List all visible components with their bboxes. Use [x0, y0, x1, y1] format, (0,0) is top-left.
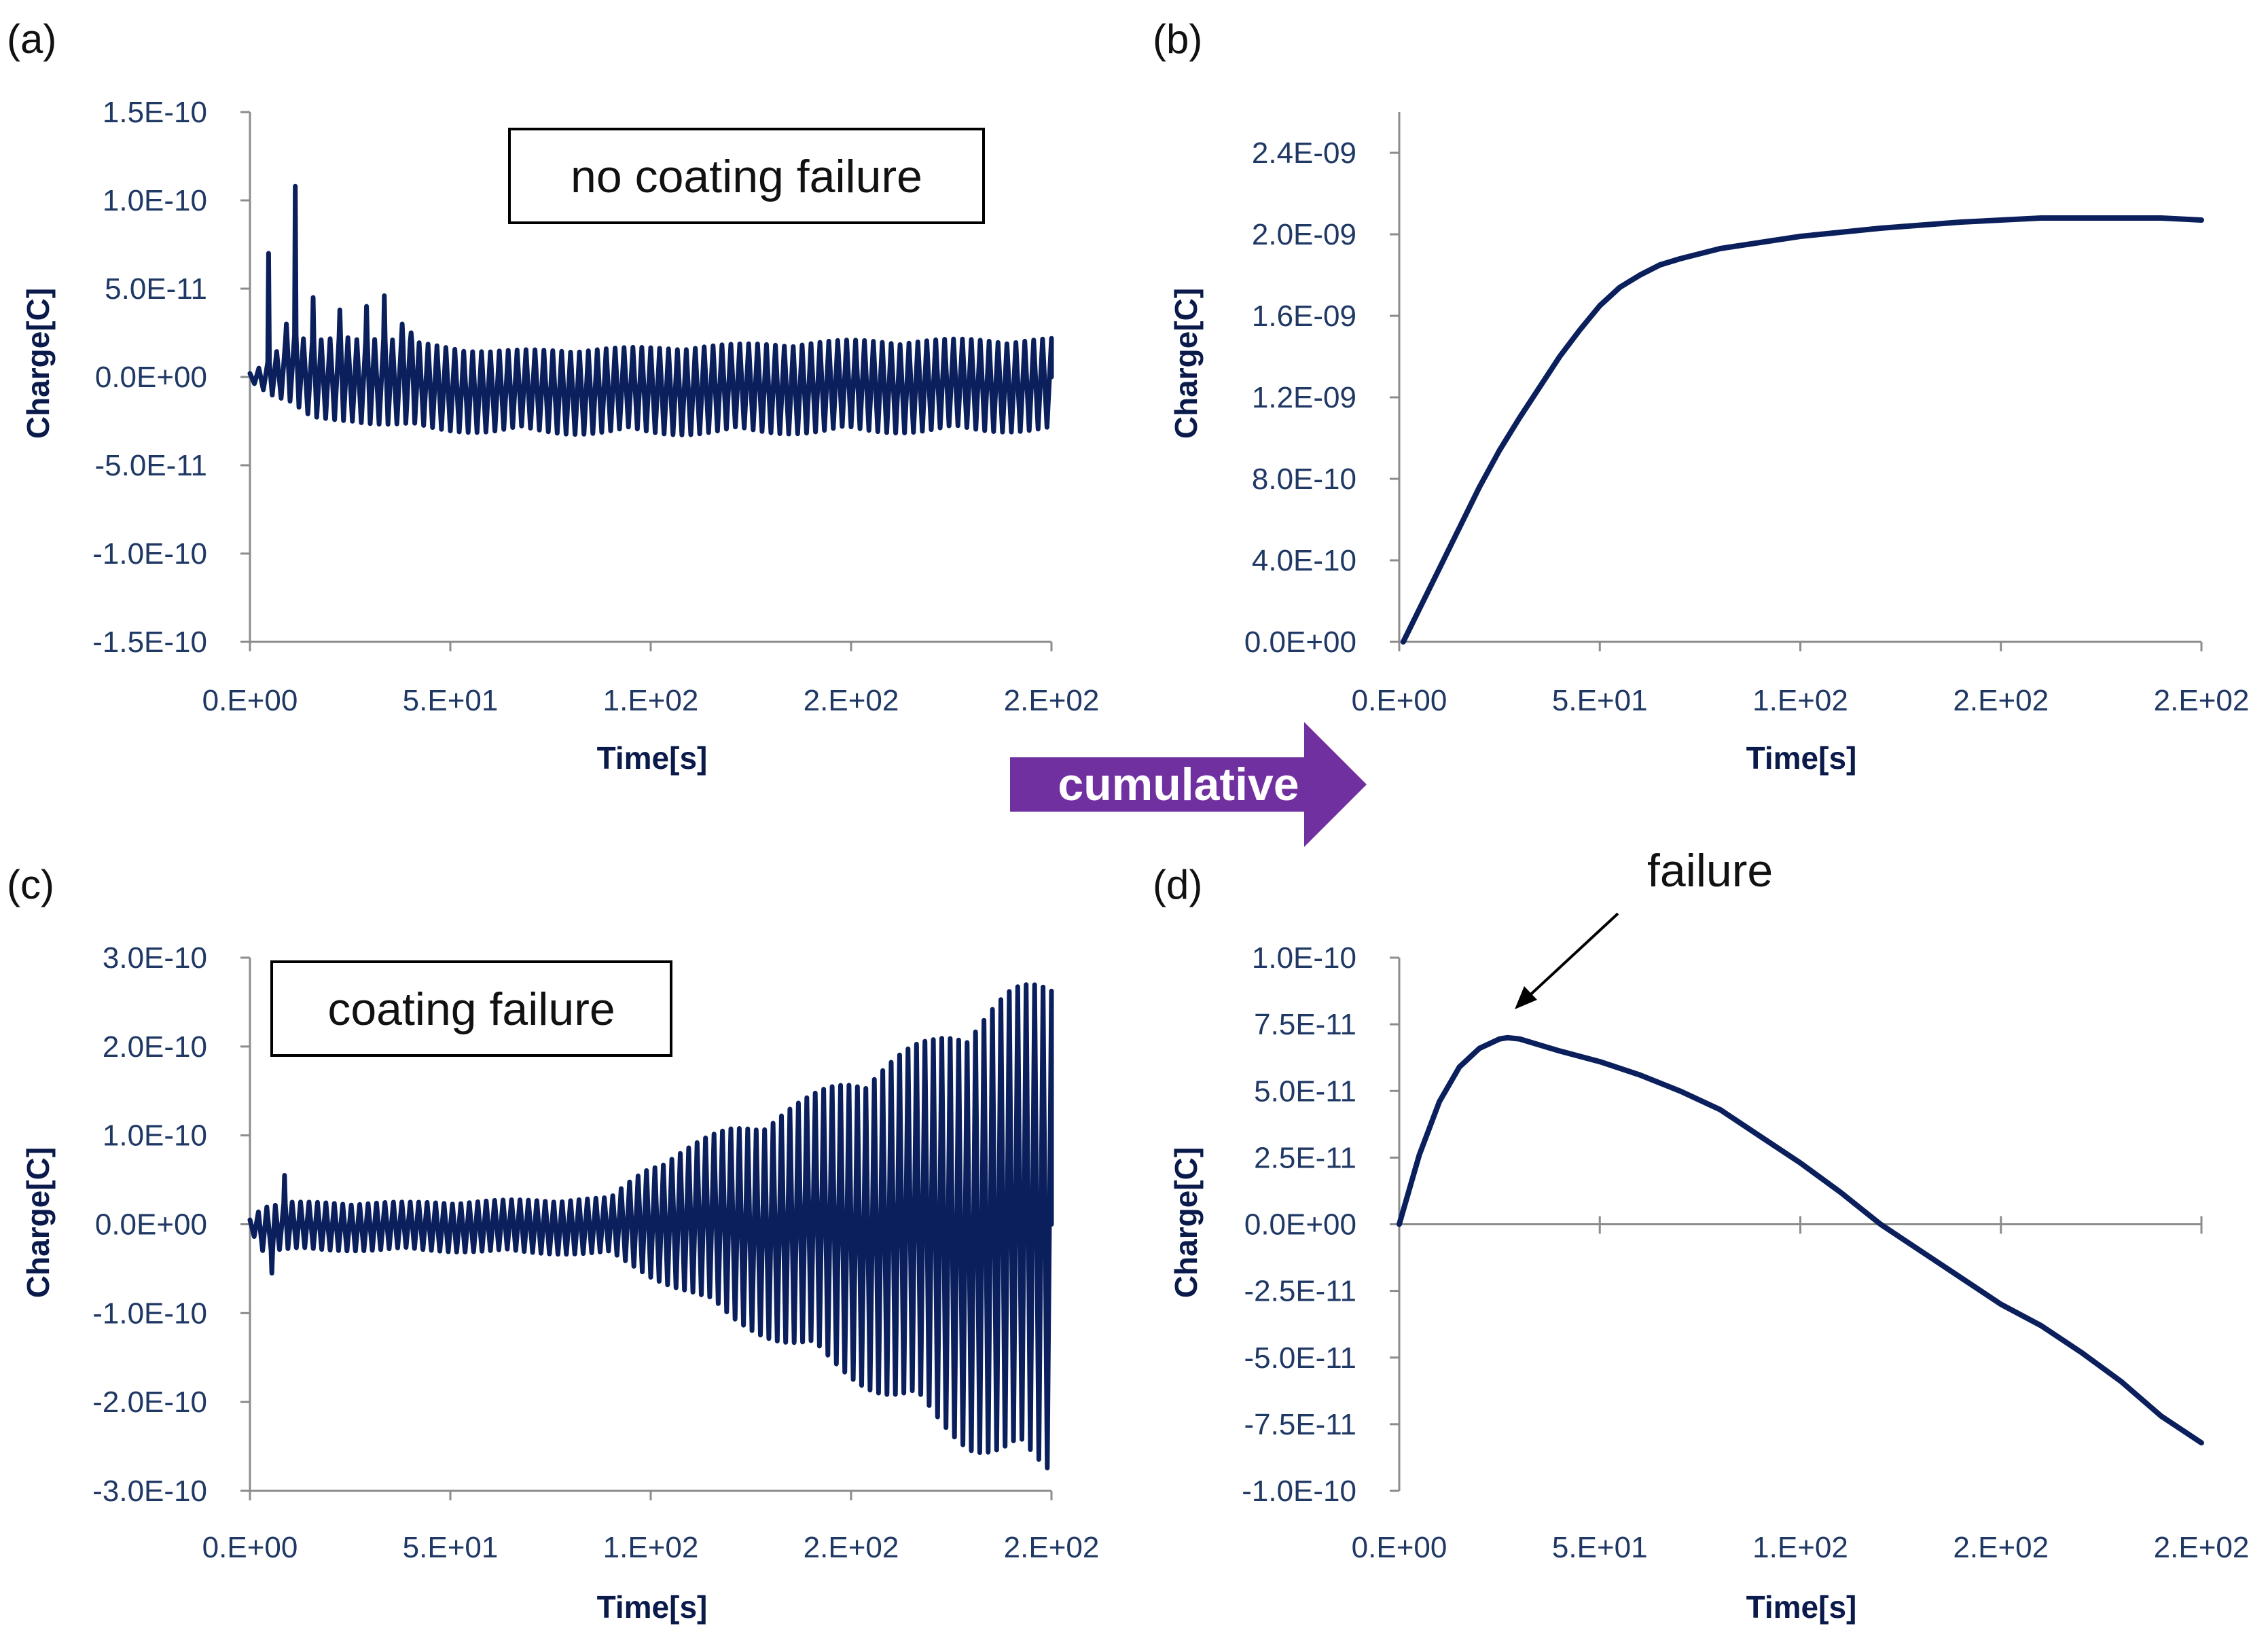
y-tick-label: 0.0E+00 — [95, 1208, 207, 1242]
panel-label-a: (a) — [7, 16, 56, 62]
y-tick-label: 2.0E-09 — [1252, 218, 1356, 251]
y-tick-label: 5.0E-11 — [1254, 1074, 1356, 1108]
x-axis-label-b: Time[s] — [1746, 740, 1857, 776]
y-tick-label: 0.0E+00 — [95, 361, 207, 394]
x-tick-label: 2.E+02 — [2154, 684, 2250, 717]
y-axis-label-b: Charge[C] — [1168, 288, 1204, 439]
y-tick-label: 1.5E-10 — [103, 96, 207, 129]
panel-label-c: (c) — [7, 862, 54, 907]
y-tick-label: 5.0E-11 — [105, 272, 207, 306]
x-tick-label: 0.E+00 — [1352, 1531, 1447, 1564]
y-tick-label: 4.0E-10 — [1252, 544, 1356, 577]
y-axis-label-a: Charge[C] — [20, 288, 56, 439]
x-tick-label: 5.E+01 — [403, 1531, 499, 1564]
y-tick-label: -2.5E-11 — [1244, 1275, 1357, 1308]
x-tick-label: 0.E+00 — [202, 1531, 298, 1564]
y-tick-label: 0.0E+00 — [1244, 626, 1356, 659]
chart-a: (a) no coating failure Time[s] Charge[C]… — [7, 16, 1099, 776]
annotation-box-a — [508, 128, 985, 224]
x-tick-label: 1.E+02 — [1752, 1531, 1848, 1564]
cumulative-arrow: cumulative — [1010, 722, 1367, 847]
series-line — [247, 183, 1054, 437]
y-tick-label: 2.4E-09 — [1252, 137, 1356, 170]
y-tick-label: -1.0E-10 — [1242, 1475, 1356, 1508]
y-tick-label: -1.0E-10 — [92, 1297, 207, 1330]
panel-label-b: (b) — [1153, 16, 1202, 62]
panel-label-d: (d) — [1153, 862, 1202, 907]
x-axis-label-c: Time[s] — [597, 1589, 708, 1625]
x-tick-label: 2.E+02 — [1953, 1531, 2049, 1564]
x-tick-label: 5.E+01 — [403, 684, 499, 717]
chart-b: (b) Time[s] Charge[C] 2.4E-09 2.0E-09 1.6E… — [1153, 16, 2249, 776]
series-line — [1400, 215, 2204, 645]
x-tick-label: 0.E+00 — [1352, 684, 1447, 717]
series-line — [1397, 1034, 2204, 1446]
x-tick-label: 2.E+02 — [804, 684, 899, 717]
y-tick-label: -2.0E-10 — [92, 1386, 207, 1419]
y-tick-label: 7.5E-11 — [1254, 1008, 1356, 1041]
y-tick-label: 8.0E-10 — [1252, 463, 1356, 496]
x-tick-label: 1.E+02 — [603, 684, 699, 717]
y-tick-label: 2.0E-10 — [103, 1030, 207, 1064]
failure-annotation: failure — [1647, 845, 1773, 897]
x-tick-label: 2.E+02 — [1004, 684, 1100, 717]
x-tick-label: 0.E+00 — [202, 684, 298, 717]
x-tick-label: 5.E+01 — [1552, 684, 1648, 717]
chart-c: (c) coating failure Time[s] Charge[C] 3.… — [7, 862, 1099, 1625]
series-line — [247, 982, 1054, 1470]
x-tick-label: 2.E+02 — [2154, 1531, 2250, 1564]
x-tick-label: 5.E+01 — [1552, 1531, 1648, 1564]
y-tick-label: 0.0E+00 — [1244, 1208, 1356, 1242]
annotation-text-c: coating failure — [327, 983, 615, 1035]
y-tick-label: 1.0E-10 — [1252, 941, 1356, 975]
y-tick-label: -5.0E-11 — [95, 449, 208, 482]
failure-arrow-line — [1524, 912, 1619, 1001]
cumulative-arrow-shape — [1010, 722, 1367, 847]
y-tick-label: 2.5E-11 — [1254, 1141, 1356, 1174]
x-tick-label: 2.E+02 — [804, 1531, 899, 1564]
y-tick-label: 1.0E-10 — [103, 184, 207, 217]
x-tick-label: 1.E+02 — [603, 1531, 699, 1564]
x-tick-label: 2.E+02 — [1004, 1531, 1100, 1564]
y-tick-label: -3.0E-10 — [92, 1475, 207, 1508]
chart-d: (d) failure Time[s] Charge[C] 1.0E-10 7.5… — [1153, 845, 2249, 1625]
y-axis-label-c: Charge[C] — [20, 1147, 56, 1298]
x-axis-label-a: Time[s] — [597, 740, 708, 776]
x-axis-label-d: Time[s] — [1746, 1589, 1857, 1625]
annotation-box-c — [270, 960, 672, 1057]
y-tick-label: -5.0E-11 — [1244, 1341, 1357, 1375]
y-tick-label: 1.0E-10 — [103, 1119, 207, 1153]
y-tick-label: 1.2E-09 — [1252, 381, 1356, 414]
x-tick-label: 2.E+02 — [1953, 684, 2049, 717]
y-tick-label: -1.0E-10 — [92, 537, 207, 571]
y-tick-label: 1.6E-09 — [1252, 300, 1356, 333]
y-axis-label-d: Charge[C] — [1168, 1147, 1204, 1298]
y-tick-label: -1.5E-10 — [92, 626, 207, 659]
y-tick-label: 3.0E-10 — [103, 941, 207, 975]
y-tick-label: -7.5E-11 — [1244, 1408, 1357, 1441]
annotation-text-a: no coating failure — [571, 151, 922, 202]
failure-arrow-head — [1515, 986, 1537, 1009]
x-tick-label: 1.E+02 — [1752, 684, 1848, 717]
cumulative-arrow-label: cumulative — [1058, 759, 1299, 810]
